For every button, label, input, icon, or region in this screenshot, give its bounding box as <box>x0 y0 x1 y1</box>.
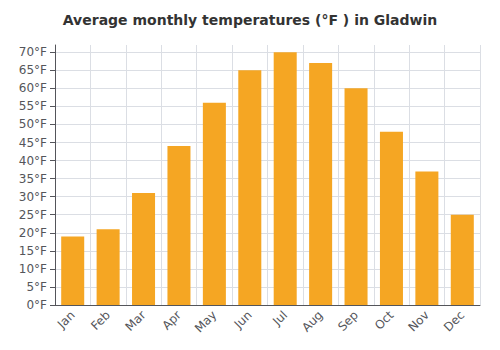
svg-text:Apr: Apr <box>159 308 184 333</box>
svg-text:Jan: Jan <box>54 308 78 332</box>
svg-text:10°F: 10°F <box>19 262 47 276</box>
svg-text:60°F: 60°F <box>19 81 47 95</box>
svg-text:40°F: 40°F <box>19 154 47 168</box>
svg-text:Jun: Jun <box>231 308 255 332</box>
svg-text:Feb: Feb <box>88 308 113 333</box>
svg-text:65°F: 65°F <box>19 63 47 77</box>
svg-text:Average monthly temperatures (: Average monthly temperatures (°F ) in Gl… <box>63 12 437 28</box>
svg-text:Sep: Sep <box>335 308 361 334</box>
svg-text:55°F: 55°F <box>19 99 47 113</box>
svg-text:50°F: 50°F <box>19 117 47 131</box>
svg-text:Oct: Oct <box>372 308 397 333</box>
svg-text:May: May <box>192 308 219 335</box>
svg-text:Jul: Jul <box>269 308 290 329</box>
svg-text:Dec: Dec <box>441 308 467 334</box>
svg-text:70°F: 70°F <box>19 45 47 59</box>
svg-text:0°F: 0°F <box>26 298 47 312</box>
svg-text:20°F: 20°F <box>19 226 47 240</box>
svg-text:35°F: 35°F <box>19 172 47 186</box>
svg-text:45°F: 45°F <box>19 136 47 150</box>
svg-text:15°F: 15°F <box>19 244 47 258</box>
svg-text:Aug: Aug <box>299 308 325 334</box>
svg-text:5°F: 5°F <box>26 280 47 294</box>
svg-text:Nov: Nov <box>405 308 431 334</box>
svg-text:Mar: Mar <box>123 308 149 334</box>
svg-text:30°F: 30°F <box>19 190 47 204</box>
svg-text:25°F: 25°F <box>19 208 47 222</box>
